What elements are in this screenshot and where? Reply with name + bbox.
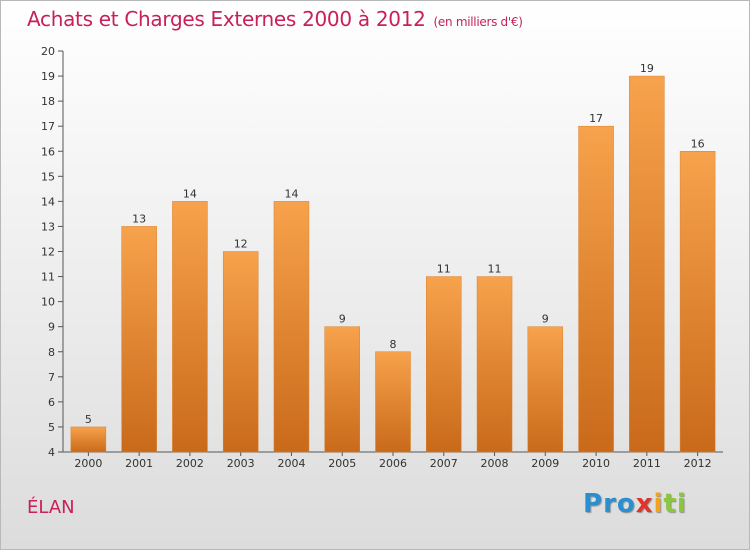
y-tick-label: 14 bbox=[41, 195, 55, 208]
x-tick-label: 2008 bbox=[481, 457, 509, 470]
y-tick-label: 18 bbox=[41, 95, 55, 108]
y-tick-label: 15 bbox=[41, 170, 55, 183]
data-label: 14 bbox=[284, 187, 298, 200]
bar bbox=[679, 151, 716, 453]
x-tick-label: 2006 bbox=[379, 457, 407, 470]
x-tick-label: 2007 bbox=[430, 457, 458, 470]
data-label: 16 bbox=[691, 137, 705, 150]
y-tick-label: 7 bbox=[48, 371, 55, 384]
y-tick-label: 10 bbox=[41, 296, 55, 309]
x-tick-label: 2011 bbox=[633, 457, 661, 470]
data-label: 11 bbox=[437, 263, 451, 276]
labels: 2000 5 2001 13 2002 14 2003 12 2004 14 2005 9 2006 8 2… bbox=[74, 62, 711, 470]
data-label: 5 bbox=[85, 413, 92, 426]
y-tick-label: 16 bbox=[41, 145, 55, 158]
x-tick-label: 2009 bbox=[531, 457, 559, 470]
x-tick-label: 2005 bbox=[328, 457, 356, 470]
data-label: 17 bbox=[589, 112, 603, 125]
y-tick-label: 5 bbox=[48, 421, 55, 434]
x-tick-label: 2012 bbox=[684, 457, 712, 470]
y-tick-label: 9 bbox=[48, 321, 55, 334]
commune-name: ÉLAN bbox=[27, 497, 75, 518]
brand-letter: x bbox=[635, 489, 654, 519]
x-tick-label: 2000 bbox=[74, 457, 102, 470]
y-tick-label: 4 bbox=[48, 446, 55, 459]
chart-title: Achats et Charges Externes 2000 à 2012 (e… bbox=[27, 7, 523, 31]
bar bbox=[476, 276, 513, 453]
x-tick-label: 2010 bbox=[582, 457, 610, 470]
x-tick-label: 2003 bbox=[227, 457, 255, 470]
bar bbox=[222, 251, 259, 453]
bar bbox=[375, 351, 411, 453]
x-tick-label: 2002 bbox=[176, 457, 204, 470]
data-label: 9 bbox=[339, 313, 346, 326]
bar bbox=[70, 426, 107, 453]
x-tick-label: 2001 bbox=[125, 457, 153, 470]
bar bbox=[527, 326, 564, 453]
bar bbox=[121, 226, 157, 453]
data-label: 19 bbox=[640, 62, 654, 75]
data-label: 13 bbox=[132, 212, 146, 225]
data-label: 11 bbox=[488, 263, 502, 276]
chart-title-text: Achats et Charges Externes 2000 à 2012 bbox=[27, 7, 426, 31]
chart-unit: (en milliers d'€) bbox=[433, 15, 523, 29]
data-label: 14 bbox=[183, 187, 197, 200]
brand-letter: i bbox=[676, 489, 687, 519]
y-tick-label: 6 bbox=[48, 396, 55, 409]
brand-letter: o bbox=[616, 489, 636, 519]
data-label: 9 bbox=[542, 313, 549, 326]
data-label: 12 bbox=[234, 238, 248, 251]
y-tick-label: 20 bbox=[41, 45, 55, 58]
y-tick-label: 17 bbox=[41, 120, 55, 133]
x-tick-label: 2004 bbox=[277, 457, 305, 470]
y-tick-label: 19 bbox=[41, 70, 55, 83]
bar bbox=[172, 201, 208, 453]
brand-letter: P bbox=[583, 489, 604, 519]
bar bbox=[273, 201, 310, 453]
y-tick-label: 12 bbox=[41, 246, 55, 259]
bar bbox=[324, 326, 360, 453]
bars bbox=[70, 75, 716, 453]
y-tick-label: 13 bbox=[41, 220, 55, 233]
bar bbox=[578, 125, 614, 453]
brand-letter: t bbox=[663, 489, 677, 519]
brand-letter: i bbox=[653, 489, 664, 519]
bar bbox=[426, 276, 462, 453]
y-tick-label: 11 bbox=[41, 271, 55, 284]
bar bbox=[629, 75, 665, 453]
brand-letter: r bbox=[603, 489, 617, 519]
proxiti-logo[interactable]: Proxiti bbox=[583, 489, 687, 519]
data-label: 8 bbox=[390, 338, 397, 351]
y-tick-label: 8 bbox=[48, 346, 55, 359]
